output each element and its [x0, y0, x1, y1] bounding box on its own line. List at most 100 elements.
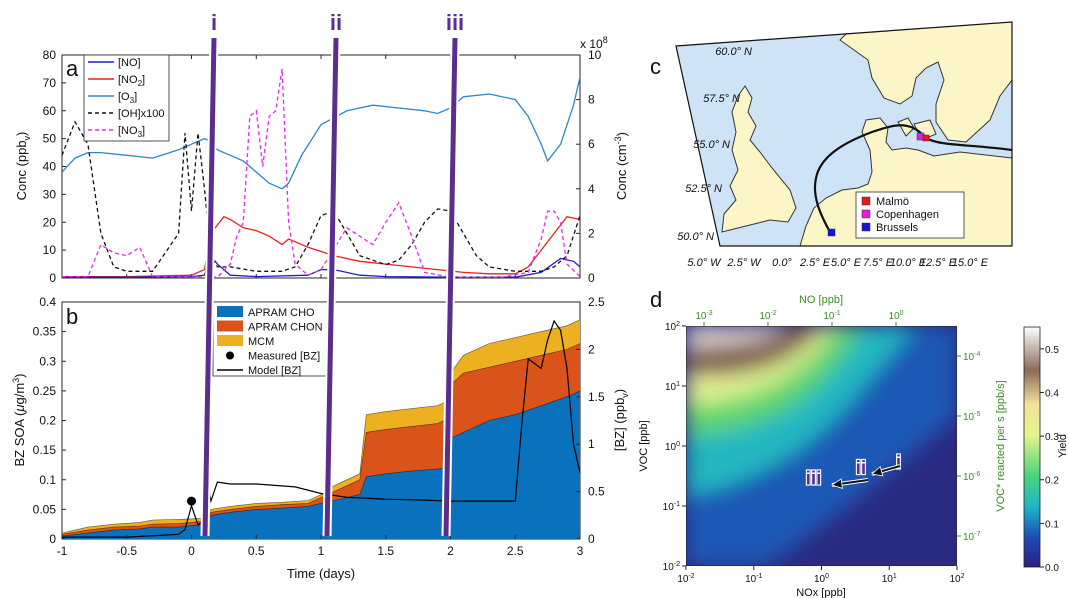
map-legend-label: Malmö [876, 196, 909, 208]
panel-a-series-line [62, 77, 580, 190]
time-marker-line [324, 37, 339, 537]
colorbar-tick-label: 0.3 [1045, 432, 1059, 443]
panel-a-y2label: Conc (cm-3) [613, 132, 629, 200]
panel-a-ytick-label: 60 [43, 104, 57, 118]
heatmap-right-tick-label: 10-4 [963, 351, 980, 363]
panel-b-area-edge [62, 343, 580, 535]
map-lat-label: 57.5° N [703, 93, 740, 105]
panel-b-xtick-label: 2 [447, 544, 454, 558]
map-lon-label: 2.5° E [799, 257, 831, 269]
time-markers: i ii iii [200, 10, 464, 537]
heatmap-ytick-label: 102 [665, 321, 680, 333]
panel-b-xtick-label: 3 [577, 544, 584, 558]
brussels-point [827, 228, 836, 237]
map-legend-swatch [861, 222, 871, 232]
heatmap-top-tick-label: 100 [888, 310, 903, 322]
panel-b-ytick-label: 0.15 [33, 443, 57, 457]
time-marker-label: i [211, 10, 217, 35]
panel-a-ytick-label: 70 [43, 76, 57, 90]
panel-a-y2tick-label: 2 [588, 226, 595, 240]
map-lon-label: 10.0° E [890, 257, 927, 269]
panel-a-legend-label: [NO] [118, 57, 141, 69]
panel-b-y2tick-label: 0 [588, 532, 595, 546]
panel-a: 0 10 20 30 40 50 60 70 80 0 2 4 6 8 10 a Conc (ppbv) C… [14, 35, 629, 285]
malmo-point [922, 134, 930, 142]
panel-b-ytick-label: 0.25 [33, 384, 57, 398]
panel-b-xtick-label: 0.5 [248, 544, 265, 558]
panel-b-ytick-label: 0 [49, 532, 56, 546]
panel-b-area-edge [62, 319, 580, 534]
panel-a-ticks: 0 10 20 30 40 50 60 70 80 0 2 4 6 8 10 [43, 48, 602, 285]
heatmap-ylabel: VOC [ppb] [638, 420, 650, 471]
panel-a-ylabel: Conc (ppbv) [14, 132, 32, 201]
map-lon-label: 7.5° E [863, 257, 894, 269]
panel-b-xtick-label: 1 [318, 544, 325, 558]
panel-b: -1 -0.5 0 0.5 1 1.5 2 2.5 300.050.10.150.20.250.… [11, 295, 630, 581]
heatmap-marker-label: iii [806, 468, 822, 489]
heatmap-xlabel: NOx [ppb] [796, 587, 846, 598]
heatmap [686, 326, 957, 566]
panel-b-legend-label: MCM [248, 336, 274, 348]
panel-b-xtick-label: -1 [57, 544, 68, 558]
panel-b-xlabel: Time (days) [287, 566, 355, 581]
panel-a-legend-label: [NO3] [118, 125, 145, 139]
panel-b-legend-label: Model [BZ] [248, 365, 301, 377]
map-great-britain [721, 85, 797, 233]
panel-a-y2tick-label: 4 [588, 182, 595, 196]
panel-a-ytick-label: 10 [43, 243, 57, 257]
panel-b-model-line [62, 319, 580, 538]
panel-a-legend-label: [OH]x100 [118, 108, 164, 120]
map-lon-label: 2.5° W [726, 257, 762, 269]
panel-b-legend-label: APRAM CHO [248, 307, 315, 319]
heatmap-rightlabel: VOC* reacted per s [ppb/s] [995, 380, 1007, 511]
time-marker-line [443, 37, 458, 537]
panel-a-legend-box [83, 54, 170, 142]
heatmap-arrow-head [871, 465, 884, 477]
panel-b-ytick-label: 0.05 [33, 502, 57, 516]
panel-b-legend-label: Measured [BZ] [248, 351, 320, 363]
map-lat-label: 55.0° N [693, 139, 730, 151]
map-scandinavia [839, 22, 1012, 143]
heatmap-xtick-label: 102 [949, 573, 964, 585]
map-legend-label: Brussels [876, 222, 919, 234]
panel-b-y2tick-label: 1 [588, 437, 595, 451]
panel-a-ytick-label: 30 [43, 187, 57, 201]
heatmap-marker-label: ii [856, 458, 867, 479]
heatmap-xtick-label: 10-1 [745, 573, 762, 585]
map-lon-label: 12.5° E [920, 257, 957, 269]
map-legend-box [855, 191, 965, 239]
colorbar-label: Yield [1057, 434, 1069, 458]
heatmap-top-tick-label: 10-2 [759, 310, 776, 322]
heatmap-xtick-label: 101 [882, 573, 897, 585]
time-marker-label: ii [330, 10, 342, 35]
panel-b-ytick-label: 0.3 [39, 354, 56, 368]
map-legend-label: Copenhagen [876, 209, 939, 221]
map-legend-swatch [861, 209, 871, 219]
panel-b-legend-swatch [226, 351, 234, 360]
panel-b-legend-swatch [217, 335, 243, 346]
panel-b-y2tick-label: 0.5 [588, 485, 605, 499]
panel-a-y2tick-label: 10 [588, 48, 602, 62]
colorbar-ticks: 0.0 0.1 0.2 0.3 0.4 0.5 [1040, 345, 1059, 574]
panel-b-legend-swatch [217, 306, 243, 317]
panel-a-y2tick-label: 8 [588, 93, 595, 107]
colorbar-tick-label: 0.1 [1045, 519, 1059, 530]
panel-a-legend-label: [NO2] [118, 74, 145, 88]
heatmap-marker-label: i [896, 453, 901, 474]
map-frame [675, 21, 1013, 247]
panel-b-y2tick-label: 2.5 [588, 295, 605, 309]
panel-b-ytick-label: 0.4 [39, 295, 56, 309]
panel-a-ytick-label: 20 [43, 215, 57, 229]
panel-c-letter: c [650, 54, 661, 79]
panel-a-y2tick-label: 6 [588, 137, 595, 151]
panel-a-series-line [62, 68, 580, 278]
colorbar [1023, 326, 1041, 568]
panel-b-measured-point [187, 496, 196, 506]
map-lat-label: 60.0° N [715, 46, 752, 58]
colorbar-tick-label: 0.5 [1045, 345, 1059, 356]
heatmap-ytick-label: 101 [665, 381, 680, 393]
panel-a-series-line [62, 120, 580, 272]
heatmap-ytick-label: 10-2 [663, 561, 680, 573]
